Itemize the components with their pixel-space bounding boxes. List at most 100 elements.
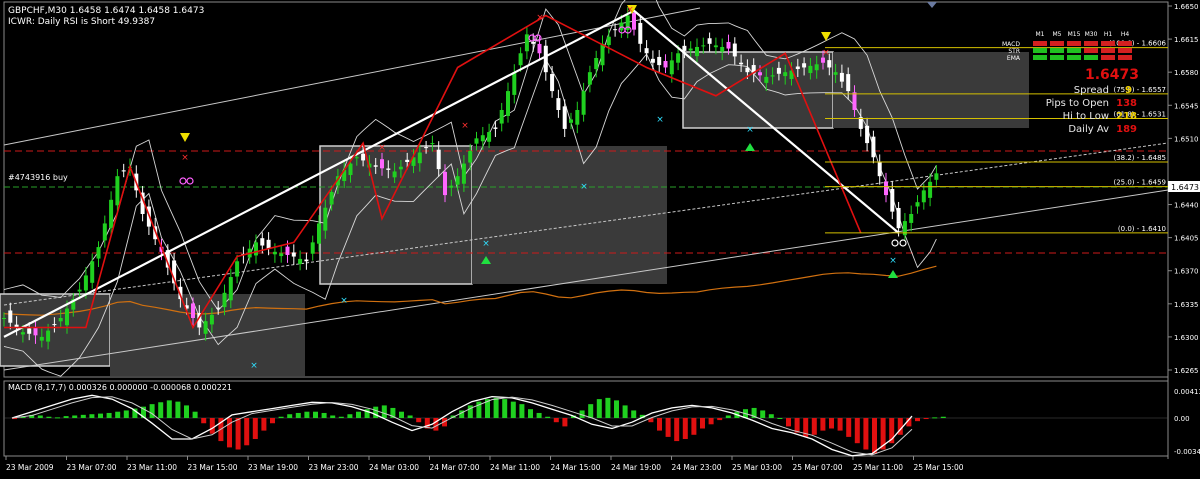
macd-bar bbox=[29, 414, 35, 418]
macd-bar bbox=[467, 405, 473, 418]
matrix-cell bbox=[1050, 55, 1064, 60]
matrix-cell bbox=[1067, 41, 1081, 46]
macd-bar bbox=[72, 415, 78, 418]
candle-body bbox=[493, 127, 498, 129]
candle-body bbox=[58, 318, 63, 322]
candle-body bbox=[739, 62, 744, 65]
matrix-cell bbox=[1033, 55, 1047, 60]
matrix-cell bbox=[1084, 55, 1098, 60]
candle-body bbox=[335, 176, 340, 186]
time-tick-label-6: 24 Mar 03:00 bbox=[369, 463, 419, 472]
macd-bar bbox=[622, 405, 628, 418]
candle-body bbox=[531, 41, 536, 44]
macd-bar bbox=[270, 418, 275, 424]
info-daily-label: Daily Av bbox=[1068, 124, 1109, 135]
macd-bar bbox=[373, 406, 379, 418]
matrix-cell bbox=[1084, 41, 1098, 46]
time-tick-label-1: 23 Mar 07:00 bbox=[67, 463, 117, 472]
sell-arrow-icon bbox=[180, 133, 190, 142]
candle-body bbox=[928, 181, 933, 198]
candle-body bbox=[272, 251, 277, 255]
macd-bar bbox=[304, 411, 310, 418]
target-cross-icon: × bbox=[580, 182, 588, 192]
candle-body bbox=[27, 328, 32, 334]
candle-body bbox=[184, 305, 189, 309]
candle-body bbox=[827, 60, 832, 68]
price-tick-label-8: 1.6370 bbox=[1174, 268, 1199, 276]
macd-bar bbox=[777, 418, 783, 419]
candle-body bbox=[354, 157, 359, 159]
fib-label-0: (100.0) - 1.6606 bbox=[1109, 40, 1167, 48]
info-hilo-label: Hi to Low bbox=[1063, 111, 1109, 122]
time-tick-label-9: 24 Mar 15:00 bbox=[551, 463, 601, 472]
candle-body bbox=[902, 221, 907, 236]
price-tick-label-3: 1.6545 bbox=[1174, 102, 1199, 110]
macd-bar bbox=[12, 418, 17, 420]
candle-body bbox=[480, 135, 485, 142]
candle-body bbox=[392, 171, 397, 178]
candle-body bbox=[896, 207, 901, 229]
price-tick-label-10: 1.6300 bbox=[1174, 334, 1199, 342]
candle-body bbox=[398, 166, 403, 170]
macd-bar bbox=[648, 418, 654, 423]
candle-body bbox=[102, 223, 107, 241]
info-pips-value: 138 bbox=[1116, 98, 1137, 109]
candle-body bbox=[65, 308, 69, 326]
time-tick-label-14: 25 Mar 11:00 bbox=[853, 463, 903, 472]
matrix-col-M15: M15 bbox=[1068, 31, 1081, 38]
candle-body bbox=[644, 48, 649, 54]
candle-body bbox=[575, 110, 580, 125]
macd-bar bbox=[854, 418, 860, 444]
time-tick-label-11: 24 Mar 23:00 bbox=[672, 463, 722, 472]
candle-body bbox=[121, 170, 126, 172]
info-big-price: 1.6473 bbox=[1085, 67, 1139, 83]
candle-body bbox=[669, 60, 674, 75]
macd-bar bbox=[751, 407, 757, 418]
target-cross-icon: × bbox=[482, 239, 490, 249]
candle-body bbox=[524, 34, 529, 52]
macd-bar bbox=[46, 416, 52, 418]
candle-body bbox=[197, 313, 202, 328]
candle-body bbox=[140, 192, 145, 214]
candle-body bbox=[279, 253, 284, 257]
candle-body bbox=[713, 45, 718, 48]
moving-average-orange bbox=[3, 265, 937, 316]
macd-bar bbox=[915, 418, 920, 422]
current-price-label: 1.6473 bbox=[1171, 183, 1199, 192]
candle-body bbox=[764, 76, 769, 83]
target-cross-icon: × bbox=[889, 256, 897, 266]
candle-body bbox=[254, 242, 258, 256]
macd-bar bbox=[390, 407, 396, 418]
time-tick-label-3: 23 Mar 15:00 bbox=[188, 463, 238, 472]
candle-body bbox=[789, 70, 794, 80]
macd-bar bbox=[80, 414, 86, 418]
candle-body bbox=[405, 159, 410, 162]
candle-body bbox=[266, 239, 271, 249]
time-tick-label-0: 23 Mar 2009 bbox=[6, 463, 54, 472]
macd-bar bbox=[605, 397, 611, 418]
matrix-row-MACD: MACD bbox=[1002, 41, 1020, 48]
matrix-col-H1: H1 bbox=[1104, 31, 1113, 38]
candle-body bbox=[298, 258, 303, 264]
matrix-col-H4: H4 bbox=[1121, 31, 1130, 38]
price-tick-label-9: 1.6335 bbox=[1174, 301, 1199, 309]
scroll-marker-icon[interactable] bbox=[927, 2, 937, 8]
buy-arrow-icon bbox=[888, 270, 898, 278]
macd-bar bbox=[313, 411, 318, 418]
time-tick-label-10: 24 Mar 19:00 bbox=[611, 463, 661, 472]
matrix-row-STR: STR bbox=[1008, 48, 1020, 55]
info-panel: 1.6473 Spread 9 Pips to Open 138 Hi to L… bbox=[1046, 67, 1139, 135]
matrix-cell bbox=[1101, 48, 1115, 53]
candle-body bbox=[304, 259, 309, 262]
candle-body bbox=[191, 303, 195, 318]
macd-header: MACD (8,17,7) 0.000326 0.000000 -0.00006… bbox=[8, 383, 232, 392]
candle-body bbox=[606, 36, 611, 46]
candle-body bbox=[285, 246, 290, 255]
macd-bar bbox=[820, 418, 826, 431]
matrix-cell bbox=[1101, 41, 1115, 46]
candle-body bbox=[317, 223, 321, 244]
buy-arrow-icon bbox=[481, 256, 491, 264]
